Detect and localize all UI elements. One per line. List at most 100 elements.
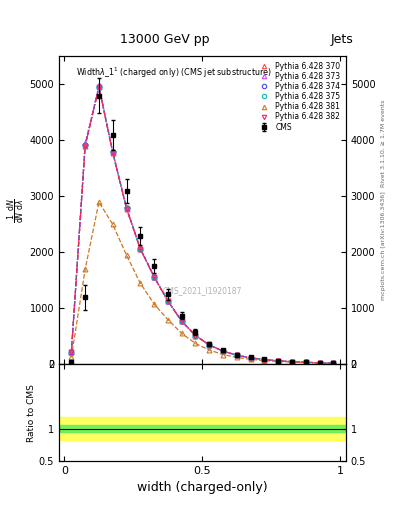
- Pythia 6.428 373: [69, 349, 74, 355]
- Pythia 6.428 370: [110, 150, 115, 156]
- Pythia 6.428 374: [207, 342, 212, 348]
- Pythia 6.428 375: [221, 348, 226, 354]
- Text: 13000 GeV pp: 13000 GeV pp: [120, 33, 210, 46]
- Pythia 6.428 382: [331, 360, 336, 367]
- Pythia 6.428 373: [235, 352, 239, 358]
- Pythia 6.428 382: [276, 358, 281, 364]
- Pythia 6.428 382: [248, 355, 253, 361]
- Pythia 6.428 373: [138, 245, 143, 251]
- Pythia 6.428 375: [179, 318, 184, 325]
- Pythia 6.428 374: [83, 142, 88, 148]
- Pythia 6.428 381: [83, 266, 88, 272]
- Pythia 6.428 381: [124, 252, 129, 259]
- Pythia 6.428 373: [83, 140, 88, 146]
- Pythia 6.428 381: [317, 360, 322, 366]
- Pythia 6.428 375: [207, 342, 212, 348]
- Pythia 6.428 373: [165, 297, 170, 304]
- Pythia 6.428 370: [124, 206, 129, 212]
- Pythia 6.428 381: [248, 356, 253, 362]
- Pythia 6.428 381: [262, 357, 267, 364]
- Bar: [59, 425, 346, 432]
- Pythia 6.428 382: [124, 206, 129, 212]
- Pythia 6.428 382: [97, 84, 101, 90]
- Pythia 6.428 373: [303, 359, 308, 366]
- Pythia 6.428 374: [110, 149, 115, 155]
- Pythia 6.428 370: [303, 359, 308, 366]
- Pythia 6.428 375: [165, 298, 170, 304]
- Pythia 6.428 374: [138, 245, 143, 251]
- Text: mcplots.cern.ch [arXiv:1306.3436]: mcplots.cern.ch [arXiv:1306.3436]: [381, 191, 386, 300]
- Pythia 6.428 373: [97, 82, 101, 89]
- Pythia 6.428 370: [262, 356, 267, 362]
- Pythia 6.428 370: [152, 274, 156, 280]
- Pythia 6.428 382: [221, 348, 226, 354]
- X-axis label: width (charged-only): width (charged-only): [137, 481, 268, 494]
- Text: Width$\lambda$_1$^1$ (charged only) (CMS jet substructure): Width$\lambda$_1$^1$ (charged only) (CMS…: [76, 66, 272, 80]
- Y-axis label: $\frac{1}{\mathrm{d}N}\frac{\mathrm{d}N}{\mathrm{d}\lambda}$: $\frac{1}{\mathrm{d}N}\frac{\mathrm{d}N}…: [5, 198, 27, 223]
- Pythia 6.428 374: [317, 360, 322, 366]
- Pythia 6.428 373: [193, 332, 198, 338]
- Pythia 6.428 382: [179, 318, 184, 325]
- Pythia 6.428 381: [179, 330, 184, 336]
- Pythia 6.428 381: [221, 351, 226, 357]
- Pythia 6.428 381: [276, 358, 281, 365]
- Pythia 6.428 374: [152, 274, 156, 280]
- Pythia 6.428 370: [331, 360, 336, 367]
- Pythia 6.428 375: [290, 358, 294, 365]
- Pythia 6.428 382: [303, 359, 308, 366]
- Pythia 6.428 382: [290, 358, 294, 365]
- Line: Pythia 6.428 374: Pythia 6.428 374: [69, 84, 336, 366]
- Pythia 6.428 373: [179, 318, 184, 324]
- Pythia 6.428 370: [276, 358, 281, 364]
- Line: Pythia 6.428 381: Pythia 6.428 381: [69, 200, 336, 366]
- Pythia 6.428 382: [207, 342, 212, 348]
- Pythia 6.428 370: [248, 355, 253, 361]
- Pythia 6.428 381: [331, 360, 336, 367]
- Pythia 6.428 382: [152, 274, 156, 280]
- Pythia 6.428 373: [221, 348, 226, 354]
- Pythia 6.428 375: [110, 150, 115, 156]
- Pythia 6.428 375: [276, 358, 281, 364]
- Pythia 6.428 381: [235, 354, 239, 360]
- Pythia 6.428 373: [262, 356, 267, 362]
- Pythia 6.428 370: [69, 349, 74, 355]
- Pythia 6.428 374: [331, 360, 336, 367]
- Pythia 6.428 382: [165, 298, 170, 304]
- Pythia 6.428 375: [83, 142, 88, 148]
- Bar: [59, 417, 346, 440]
- Pythia 6.428 381: [69, 354, 74, 360]
- Pythia 6.428 373: [290, 358, 294, 365]
- Line: Pythia 6.428 373: Pythia 6.428 373: [69, 83, 336, 366]
- Pythia 6.428 374: [124, 205, 129, 211]
- Pythia 6.428 373: [124, 204, 129, 210]
- Pythia 6.428 375: [97, 84, 101, 90]
- Pythia 6.428 382: [110, 150, 115, 156]
- Pythia 6.428 370: [317, 360, 322, 366]
- Pythia 6.428 375: [317, 360, 322, 366]
- Pythia 6.428 374: [69, 349, 74, 355]
- Pythia 6.428 370: [221, 348, 226, 354]
- Pythia 6.428 375: [235, 352, 239, 358]
- Pythia 6.428 370: [83, 143, 88, 149]
- Pythia 6.428 373: [276, 358, 281, 364]
- Pythia 6.428 373: [331, 360, 336, 367]
- Pythia 6.428 374: [221, 348, 226, 354]
- Pythia 6.428 370: [207, 342, 212, 348]
- Pythia 6.428 382: [262, 356, 267, 362]
- Pythia 6.428 381: [303, 359, 308, 366]
- Pythia 6.428 373: [317, 360, 322, 366]
- Pythia 6.428 375: [138, 246, 143, 252]
- Line: Pythia 6.428 382: Pythia 6.428 382: [69, 84, 336, 366]
- Pythia 6.428 381: [110, 221, 115, 227]
- Pythia 6.428 375: [152, 274, 156, 280]
- Pythia 6.428 375: [124, 205, 129, 211]
- Pythia 6.428 374: [276, 358, 281, 364]
- Pythia 6.428 374: [235, 352, 239, 358]
- Pythia 6.428 374: [262, 356, 267, 362]
- Pythia 6.428 373: [248, 355, 253, 361]
- Pythia 6.428 382: [69, 349, 74, 355]
- Pythia 6.428 370: [179, 318, 184, 325]
- Pythia 6.428 374: [248, 355, 253, 361]
- Pythia 6.428 381: [165, 316, 170, 323]
- Pythia 6.428 382: [138, 246, 143, 252]
